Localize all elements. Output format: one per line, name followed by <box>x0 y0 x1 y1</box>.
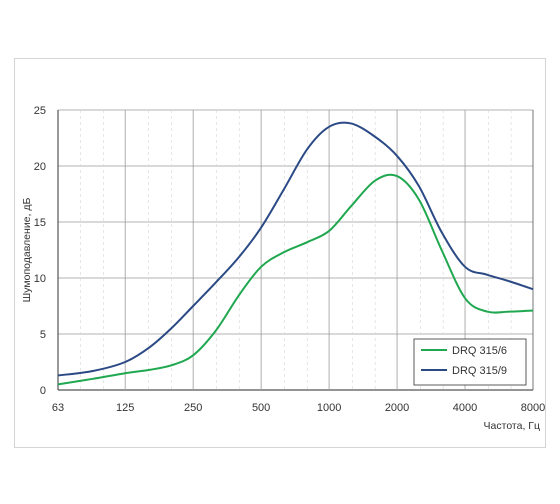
grid <box>57 109 534 391</box>
legend-label-drq-315-6: DRQ 315/6 <box>452 345 507 357</box>
x-tick-label: 2000 <box>385 402 409 414</box>
y-tick-labels: 0 5 10 15 20 25 <box>34 105 46 397</box>
y-tick-label: 10 <box>34 273 46 285</box>
x-axis-label: Частота, Гц <box>484 420 540 432</box>
legend-label-drq-315-9: DRQ 315/9 <box>452 365 507 377</box>
chart-frame <box>14 58 546 448</box>
legend-box <box>413 338 527 386</box>
x-tick-label: 250 <box>184 402 202 414</box>
series-lines <box>57 121 534 386</box>
x-tick-label: 8000 <box>521 402 545 414</box>
x-tick-label: 125 <box>116 402 134 414</box>
x-tick-label: 500 <box>252 402 270 414</box>
x-tick-label: 4000 <box>453 402 477 414</box>
y-tick-label: 0 <box>40 385 46 397</box>
y-tick-label: 5 <box>40 329 46 341</box>
x-tick-labels: 63 125 250 500 1000 2000 4000 8000 <box>52 402 545 414</box>
y-tick-label: 15 <box>34 217 46 229</box>
y-axis-label: Шумоподавление, дБ <box>21 198 33 303</box>
legend: DRQ 315/6 DRQ 315/9 <box>413 338 527 386</box>
series-line-drq-315-6 <box>57 173 534 386</box>
x-tick-label: 63 <box>52 402 64 414</box>
y-tick-label: 20 <box>34 161 46 173</box>
y-tick-label: 25 <box>34 105 46 117</box>
x-tick-label: 1000 <box>317 402 341 414</box>
series-line-drq-315-9 <box>57 121 534 377</box>
